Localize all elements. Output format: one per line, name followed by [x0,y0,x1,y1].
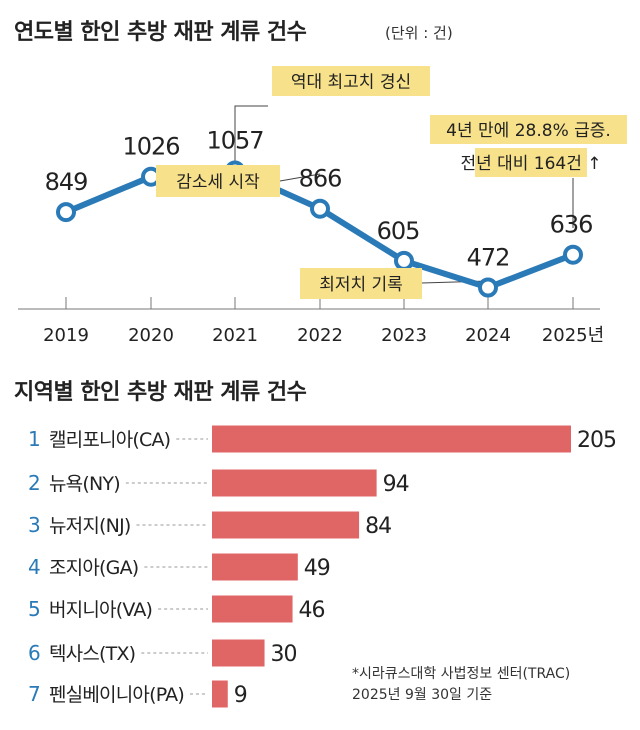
bar-rank: 6 [28,641,41,665]
annotation-box [475,148,587,177]
annotation-text: 역대 최고치 경신 [291,73,411,93]
data-point [310,198,330,219]
data-point [56,202,76,223]
bar-value-label: 205 [577,428,616,453]
bar [212,425,571,453]
annotation-connector [234,105,268,163]
x-tick-label: 2019 [43,325,89,346]
bar-category-label: 뉴저지(NJ) [49,515,130,537]
data-point [563,244,583,265]
annotation-box [300,268,422,299]
annotation-text: 최저치 기록 [319,275,403,295]
bar-category-label: 텍사스(TX) [49,643,135,665]
bar-rank: 7 [28,682,41,706]
annotation-connector [279,173,321,182]
bar-chart-title: 지역별 한인 추방 재판 계류 건수 [14,380,307,405]
bar-category-label: 뉴욕(NY) [49,473,120,495]
x-tick-label: 2022 [297,325,343,346]
bar-rank: 5 [28,597,41,621]
bar-value-label: 49 [304,556,330,581]
x-tick-label: 2025년 [542,325,604,346]
annotation-text: 감소세 시작 [176,173,260,193]
bar-category-label: 조지아(GA) [49,557,138,579]
x-tick-label: 2021 [212,325,258,346]
data-point [394,250,414,271]
bar-rank: 4 [28,555,41,579]
bar-rank: 2 [28,471,41,495]
data-label: 605 [377,217,420,245]
annotation-text: 전년 대비 164건 ↑ [460,154,601,174]
data-label: 472 [467,244,510,272]
bar-value-label: 46 [299,598,325,623]
x-tick-label: 2020 [128,325,174,346]
annotation-box [156,165,280,197]
bar-category-label: 펜실베이니아(PA) [49,684,184,706]
data-label: 866 [299,165,342,193]
bar-value-label: 9 [234,683,247,708]
bar-category-label: 캘리포니아(CA) [49,429,170,451]
bar-value-label: 30 [271,642,297,667]
bar-category-label: 버지니아(VA) [49,599,152,621]
bar [212,680,228,708]
line-chart-title: 연도별 한인 추방 재판 계류 건수 [14,20,307,45]
bar [212,553,298,581]
annotation-box [272,66,430,96]
source-note: *시라큐스대학 사법정보 센터(TRAC) 2025년 9월 30일 기준 [352,664,570,706]
data-point [478,277,498,298]
bar-rank: 3 [28,513,41,537]
data-label: 636 [550,211,593,239]
bar [212,469,377,497]
bar-value-label: 84 [365,514,391,539]
data-label: 1026 [122,133,179,161]
data-label: 849 [45,168,88,196]
x-tick-label: 2024 [465,325,511,346]
bar [212,511,360,539]
annotation-box [430,115,627,144]
bar-value-label: 94 [383,472,409,497]
annotation-text: 4년 만에 28.8% 급증. [446,121,611,141]
bar [212,595,293,623]
unit-label: (단위 : 건) [385,24,453,42]
bar-rank: 1 [28,427,41,451]
source-line-1: *시라큐스대학 사법정보 센터(TRAC) [352,666,571,682]
bar [212,639,265,667]
data-label: 1057 [206,127,263,155]
source-line-2: 2025년 9월 30일 기준 [352,687,493,703]
x-tick-label: 2023 [381,325,427,346]
